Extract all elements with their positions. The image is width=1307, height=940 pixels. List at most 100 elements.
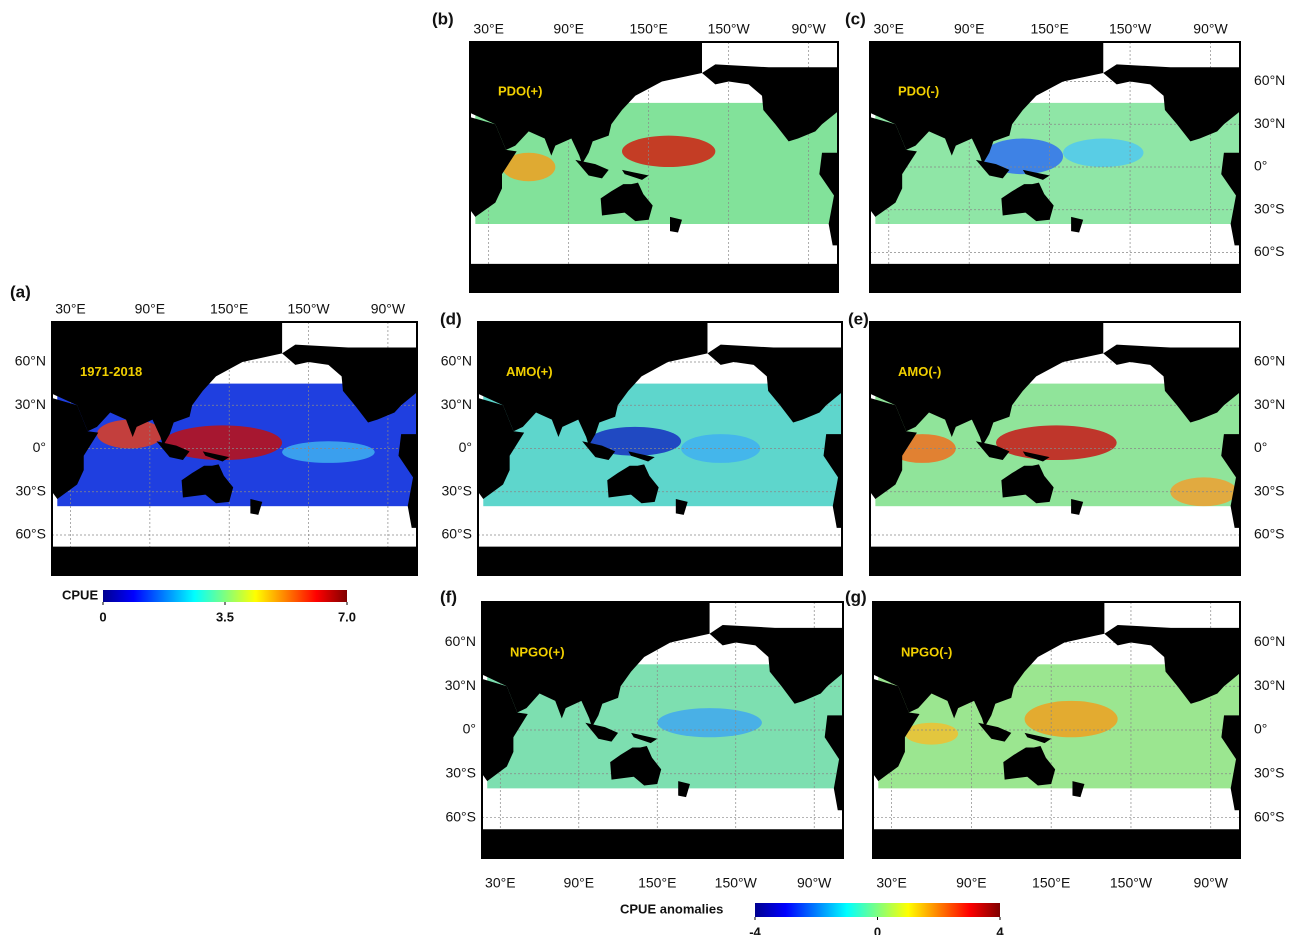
land [823,434,842,528]
land [1104,624,1240,704]
land [707,344,842,423]
colorbar-tick-label: 7.0 [338,609,356,624]
land [631,732,658,744]
lat-label: 60°S [445,808,476,824]
map [870,322,1240,575]
land [610,746,662,786]
colorbar-tick-label: 3.5 [216,609,234,624]
land [978,722,1012,742]
land [575,159,609,179]
colorbar [103,590,347,602]
land [873,678,920,782]
colorbar-tick-label: 0 [874,924,881,935]
lat-label: 0° [459,439,472,455]
land [478,322,708,446]
map-frame [869,41,1241,293]
lat-label: 30°N [1254,115,1285,131]
lon-label: 90°W [1193,21,1228,37]
land [678,781,690,798]
panel-label: (c) [845,9,866,28]
land [870,117,917,217]
colorbar-label: CPUE anomalies [620,901,723,916]
lon-label: 30°E [485,875,516,891]
land [52,546,417,575]
land [702,64,838,142]
land [709,624,843,704]
lon-label: 150°W [1109,21,1152,37]
panel-label: (e) [848,309,869,328]
lat-label: 60°S [1254,808,1285,824]
land [870,42,1104,165]
land [585,722,619,742]
lat-label: 60°N [441,353,472,369]
land [870,322,1104,446]
lat-label: 0° [1254,158,1267,174]
lon-label: 90°E [564,875,595,891]
lat-label: 0° [1254,439,1267,455]
lon-label: 90°E [956,875,987,891]
cpue-hotspot [996,425,1117,461]
panel-label: (f) [440,587,457,606]
land [478,546,842,575]
land [1022,169,1050,180]
land [478,398,525,499]
panel-name: NPGO(+) [510,645,565,660]
lat-label: 60°N [445,633,476,649]
land [1221,152,1240,246]
lat-label: 0° [1254,721,1267,737]
lat-label: 30°N [15,396,46,412]
lon-label: 90°W [1194,875,1229,891]
lon-label: 30°E [876,875,907,891]
lat-label: 60°S [15,526,46,542]
land [1071,216,1084,233]
lat-label: 30°N [1254,677,1285,693]
land [282,344,417,423]
colorbar-label: CPUE [62,587,98,602]
land [1103,344,1240,423]
panel-name: NPGO(-) [901,645,952,660]
cpue-hotspot [502,152,556,182]
lat-label: 30°N [445,677,476,693]
lon-label: 150°W [1110,875,1153,891]
lon-label: 90°E [954,21,985,37]
lat-label: 30°S [1254,482,1285,498]
cpue-hotspot [163,425,283,461]
panel-label: (g) [845,587,867,606]
land [482,678,528,782]
lon-label: 150°W [287,301,330,317]
land [181,464,234,504]
lat-label: 30°S [1254,764,1285,780]
lat-label: 60°S [441,526,472,542]
land [675,498,688,515]
map-frame [477,321,843,576]
lon-label: 90°E [553,21,584,37]
cpue-hotspot [282,441,375,463]
lat-label: 0° [463,721,476,737]
map [478,322,842,575]
land [628,451,655,462]
land [156,441,190,461]
land [52,398,99,499]
panel-name: AMO(+) [506,364,553,379]
map-frame [872,601,1241,859]
land [202,451,230,462]
land [1071,498,1084,515]
land [873,829,1240,858]
colorbar [755,903,1000,917]
lat-label: 60°S [1254,243,1285,259]
land [1022,451,1050,462]
colorbar-tick-label: 0 [99,609,106,624]
land [470,42,702,165]
land [670,216,682,233]
map [470,42,838,292]
land [1103,64,1240,142]
lon-label: 30°E [473,21,504,37]
lat-label: 60°N [1254,633,1285,649]
land [975,159,1010,179]
lat-label: 30°S [445,764,476,780]
lon-label: 30°E [874,21,905,37]
lat-label: 30°S [15,482,46,498]
lat-label: 60°N [1254,353,1285,369]
lon-label: 30°E [55,301,86,317]
